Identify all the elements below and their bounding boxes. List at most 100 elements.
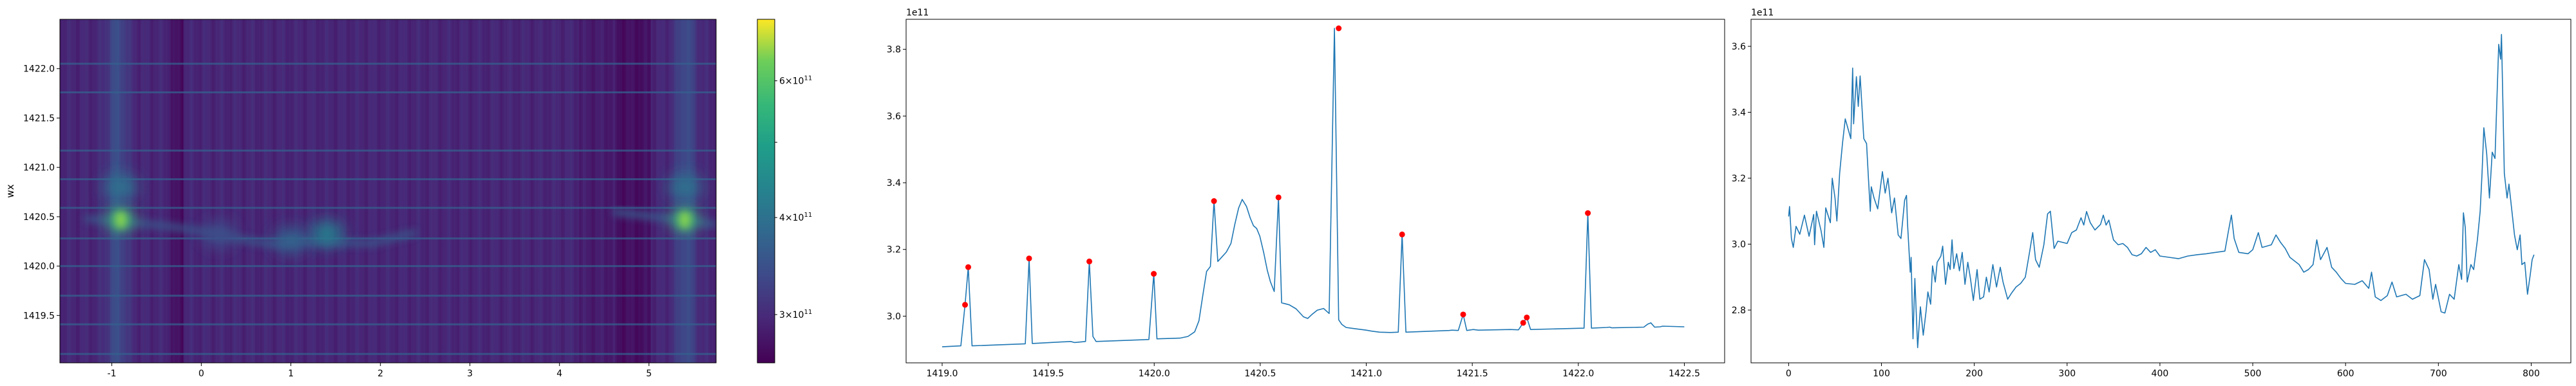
heatmap-column	[418, 19, 421, 363]
heatmap-y-axis-label: wx	[5, 184, 16, 198]
heatmap-column	[543, 19, 546, 363]
heatmap-column	[482, 19, 485, 363]
colorbar-tick-label: 6×1011	[779, 75, 812, 87]
heatmap-column	[701, 19, 703, 363]
heatmap-column	[72, 19, 75, 363]
x-tick-label: 4	[556, 369, 562, 379]
heatmap-column	[650, 19, 654, 363]
heatmap-column	[632, 19, 636, 363]
series-x-tick-label: 200	[1965, 369, 1983, 379]
heatmap-column	[287, 19, 290, 363]
heatmap-column	[206, 19, 209, 363]
series-x-tick-label: 300	[2058, 369, 2076, 379]
heatmap-column	[419, 19, 422, 363]
heatmap-column	[278, 19, 281, 363]
heatmap-hotspot	[202, 221, 236, 248]
heatmap-column	[386, 19, 388, 363]
peaks-peak-marker	[1086, 258, 1092, 264]
heatmap-column	[260, 19, 263, 363]
heatmap-column	[428, 19, 431, 363]
heatmap-column	[641, 19, 645, 363]
heatmap-column	[421, 19, 424, 363]
heatmap-hotspot	[668, 174, 702, 200]
peaks-peak-marker	[1211, 198, 1217, 205]
heatmap-column	[102, 19, 106, 363]
heatmap-column	[607, 19, 611, 363]
peaks-plot-area	[942, 25, 1685, 347]
heatmap-column	[231, 19, 234, 363]
heatmap-column	[446, 19, 450, 363]
heatmap-column	[484, 19, 487, 363]
heatmap-column	[176, 19, 179, 363]
heatmap-column	[169, 19, 172, 363]
series-x-tick-label: 800	[2523, 369, 2540, 379]
heatmap-column	[597, 19, 600, 363]
heatmap-column	[450, 19, 453, 363]
heatmap-column	[589, 19, 592, 363]
heatmap-column	[70, 19, 73, 363]
heatmap-column	[533, 19, 535, 363]
heatmap-column	[639, 19, 643, 363]
heatmap-column	[414, 19, 417, 363]
heatmap-column	[511, 19, 514, 363]
heatmap-column	[84, 19, 88, 363]
heatmap-column	[507, 19, 510, 363]
heatmap-column	[210, 19, 213, 363]
heatmap-column	[665, 19, 668, 363]
heatmap-column	[513, 19, 516, 363]
heatmap-column	[667, 19, 670, 363]
series-x-tick-label: 400	[2152, 369, 2169, 379]
series-y-tick-label: 3.0	[1732, 240, 1746, 250]
heatmap-column	[240, 19, 243, 363]
heatmap-hotspot	[104, 174, 138, 200]
x-tick-label: 5	[646, 369, 652, 379]
peaks-peak-marker	[965, 264, 971, 270]
heatmap-hotspot-core	[679, 210, 691, 229]
heatmap-hotspot	[274, 227, 308, 253]
heatmap-column	[81, 19, 84, 363]
heatmap-column	[405, 19, 408, 363]
heatmap-column	[142, 19, 145, 363]
heatmap-column	[144, 19, 147, 363]
heatmap-column	[568, 19, 571, 363]
peaks-y-tick-label: 3.4	[887, 178, 901, 188]
heatmap-column	[504, 19, 507, 363]
heatmap-column	[451, 19, 455, 363]
series-x-tick-label: 600	[2337, 369, 2354, 379]
heatmap-column	[317, 19, 320, 363]
heatmap-column	[364, 19, 367, 363]
heatmap-column	[262, 19, 265, 363]
heatmap-column	[522, 19, 524, 363]
heatmap-column	[384, 19, 386, 363]
heatmap-column	[493, 19, 496, 363]
heatmap-column	[547, 19, 549, 363]
heatmap-column	[516, 19, 519, 363]
heatmap-column	[341, 19, 344, 363]
heatmap-column	[294, 19, 297, 363]
heatmap-column	[652, 19, 655, 363]
heatmap-column	[171, 19, 173, 363]
heatmap-column	[515, 19, 517, 363]
heatmap-column	[292, 19, 296, 363]
colorbar-tick-label: 4×1011	[779, 212, 812, 223]
heatmap-column	[212, 19, 214, 363]
heatmap-column	[643, 19, 646, 363]
heatmap-column	[495, 19, 498, 363]
heatmap-column	[563, 19, 565, 363]
heatmap-column	[409, 19, 412, 363]
heatmap-column	[336, 19, 338, 363]
heatmap-column	[187, 19, 189, 363]
heatmap-column	[140, 19, 143, 363]
heatmap-column	[246, 19, 249, 363]
heatmap-column	[460, 19, 464, 363]
heatmap-column	[183, 19, 186, 363]
heatmap-column	[382, 19, 385, 363]
heatmap-line	[60, 62, 716, 65]
heatmap-column	[387, 19, 390, 363]
heatmap-column	[459, 19, 462, 363]
heatmap-column	[233, 19, 236, 363]
peaks-x-tick-label: 1421.0	[1350, 369, 1382, 379]
heatmap-column	[77, 19, 80, 363]
heatmap-column	[407, 19, 410, 363]
heatmap-column	[502, 19, 505, 363]
